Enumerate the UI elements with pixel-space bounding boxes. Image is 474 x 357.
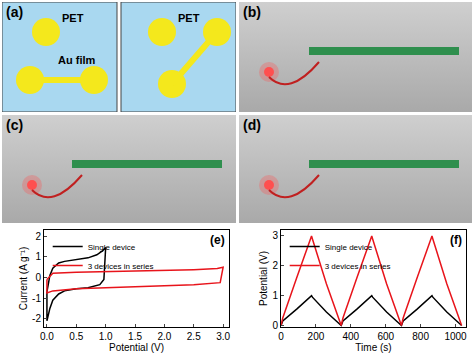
svg-text:800: 800 bbox=[412, 331, 429, 342]
svg-text:Time (s): Time (s) bbox=[355, 342, 391, 353]
svg-text:(f): (f) bbox=[450, 233, 462, 247]
svg-text:2: 2 bbox=[35, 231, 41, 242]
svg-text:600: 600 bbox=[377, 331, 394, 342]
svg-text:200: 200 bbox=[308, 331, 325, 342]
svg-text:Single device: Single device bbox=[88, 243, 136, 252]
svg-text:1.5: 1.5 bbox=[128, 331, 142, 342]
html-text:(d): (d) bbox=[243, 117, 261, 133]
svg-text:3.0: 3.0 bbox=[216, 331, 230, 342]
svg-text:2.5: 2.5 bbox=[187, 331, 201, 342]
svg-text:Single device: Single device bbox=[325, 243, 373, 252]
svg-text:0: 0 bbox=[35, 272, 41, 283]
html-text:(a): (a) bbox=[6, 4, 24, 20]
svg-text:Potential (V): Potential (V) bbox=[109, 342, 164, 353]
svg-text:1: 1 bbox=[272, 290, 278, 301]
html-text:(c): (c) bbox=[6, 117, 24, 133]
svg-text:0.0: 0.0 bbox=[40, 331, 54, 342]
svg-text:0: 0 bbox=[278, 331, 284, 342]
svg-text:-2: -2 bbox=[32, 313, 41, 324]
svg-text:1.0: 1.0 bbox=[99, 331, 113, 342]
svg-text:3 devices in series: 3 devices in series bbox=[325, 262, 391, 271]
svg-text:Potential (V): Potential (V) bbox=[258, 251, 269, 306]
svg-text:0.5: 0.5 bbox=[69, 331, 83, 342]
svg-text:PET: PET bbox=[178, 12, 200, 24]
svg-text:-1: -1 bbox=[32, 293, 41, 304]
svg-text:Current (A g⁻¹): Current (A g⁻¹) bbox=[18, 247, 29, 311]
svg-text:3 devices in series: 3 devices in series bbox=[88, 262, 154, 271]
svg-text:2: 2 bbox=[272, 260, 278, 271]
svg-text:3: 3 bbox=[272, 230, 278, 241]
svg-text:0: 0 bbox=[272, 320, 278, 331]
svg-text:2.0: 2.0 bbox=[157, 331, 171, 342]
html-text:(b): (b) bbox=[243, 4, 261, 20]
svg-text:1: 1 bbox=[35, 251, 41, 262]
svg-text:Au film: Au film bbox=[58, 54, 95, 66]
svg-text:PET: PET bbox=[62, 12, 84, 24]
svg-text:400: 400 bbox=[342, 331, 359, 342]
svg-text:(e): (e) bbox=[210, 233, 225, 247]
svg-text:1000: 1000 bbox=[444, 331, 467, 342]
